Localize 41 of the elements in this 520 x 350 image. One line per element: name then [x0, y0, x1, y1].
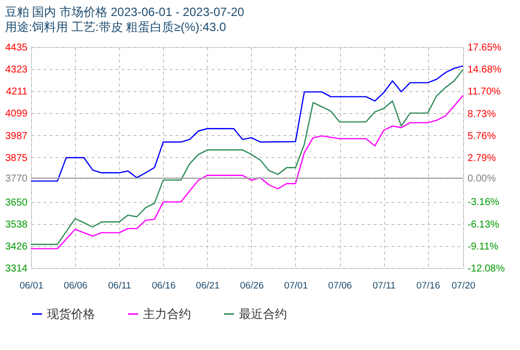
x-tick-label: 07/01 — [284, 280, 308, 292]
y2-tick-label: 17.65% — [468, 42, 502, 54]
y2-tick-label: 5.76% — [468, 130, 496, 142]
y2-tick-label: -3.16% — [468, 197, 500, 208]
x-tick-label: 06/06 — [64, 280, 88, 292]
y2-tick-label: 14.68% — [468, 64, 502, 76]
x-tick-label: 06/21 — [196, 280, 220, 292]
y2-tick-label: -12.08% — [468, 264, 505, 274]
y-tick-label: 4323 — [5, 64, 28, 76]
y-tick-label: 4211 — [6, 86, 28, 98]
x-tick-label: 06/26 — [240, 280, 264, 292]
y-tick-label: 3875 — [5, 152, 28, 164]
y-tick-label: 3650 — [5, 197, 28, 208]
x-tick-label: 06/01 — [20, 280, 44, 292]
y-tick-label: 4435 — [5, 42, 28, 54]
x-tick-label: 07/20 — [452, 280, 476, 292]
y2-tick-label: 0.00% — [468, 174, 496, 185]
y2-tick-label: 8.73% — [468, 108, 496, 120]
legend-label: 主力合约 — [143, 307, 191, 321]
y-tick-label: 3426 — [5, 241, 28, 252]
legend-label: 现货价格 — [47, 307, 95, 321]
y2-tick-label: -6.13% — [468, 219, 500, 230]
y2-tick-label: -9.11% — [468, 241, 499, 252]
y2-tick-label: 11.70% — [468, 86, 501, 98]
line-series — [30, 94, 464, 250]
y-tick-label: 3770 — [5, 174, 28, 185]
chart-title: 豆粕 国内 市场价格 2023-06-01 - 2023-07-20 — [4, 5, 245, 19]
x-tick-label: 07/06 — [328, 280, 352, 292]
line-series — [30, 68, 464, 245]
y-tick-label: 3987 — [5, 130, 28, 142]
y2-tick-label: 2.79% — [468, 152, 496, 164]
y-tick-label: 3538 — [5, 219, 28, 230]
y-tick-label: 3314 — [5, 264, 28, 274]
y-tick-label: 4099 — [5, 108, 28, 120]
x-tick-label: 07/11 — [372, 280, 396, 292]
x-tick-label: 07/16 — [416, 280, 440, 292]
chart-subtitle: 用途:饲料用 工艺:带皮 粗蛋白质≥(%):43.0 — [4, 20, 226, 34]
legend-label: 最近合约 — [239, 307, 287, 321]
x-tick-label: 06/16 — [152, 280, 176, 292]
x-tick-label: 06/11 — [108, 280, 132, 292]
line-series — [30, 65, 464, 182]
